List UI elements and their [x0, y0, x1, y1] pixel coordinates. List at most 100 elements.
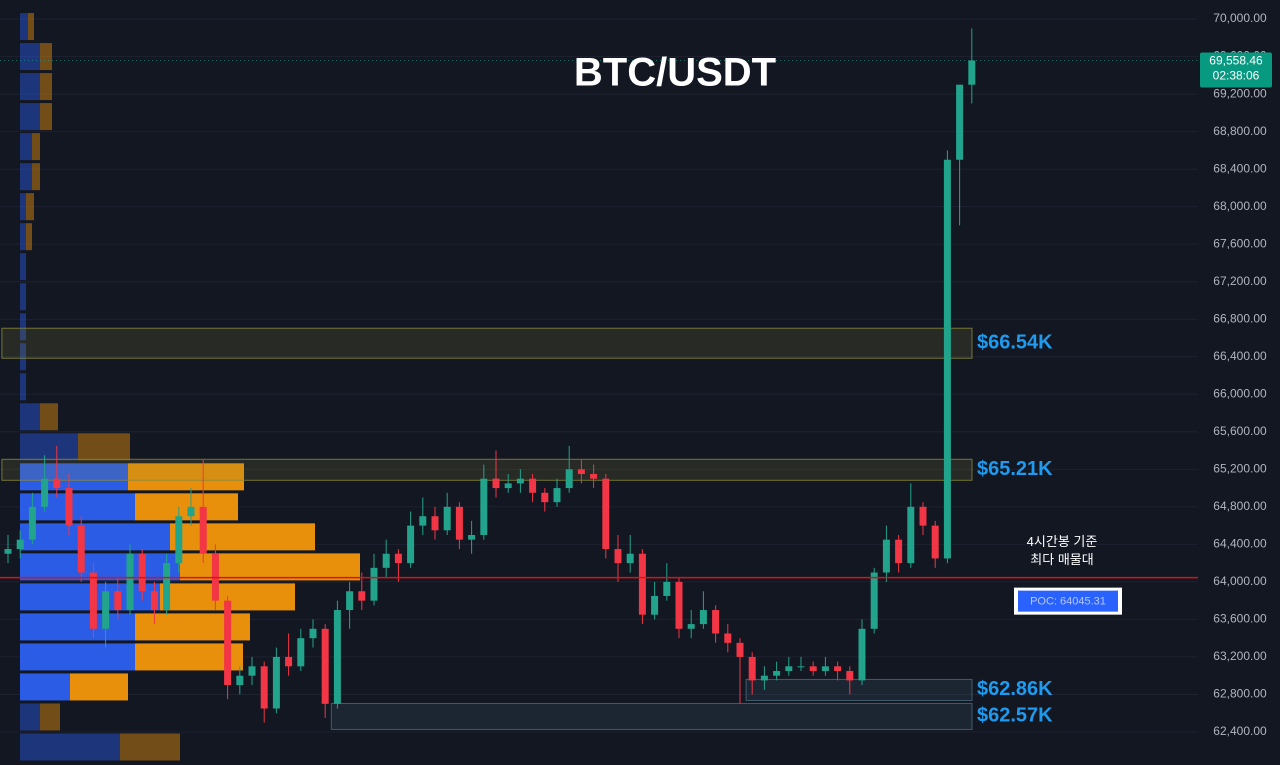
candle-body [663, 581, 671, 596]
profile-sell [40, 73, 52, 101]
candle-body [773, 671, 781, 676]
candle-body [687, 624, 695, 629]
candle-body [480, 478, 488, 535]
y-tick-label: 66,800.00 [1213, 311, 1267, 325]
y-tick-label: 63,600.00 [1213, 612, 1267, 626]
candle-body [626, 553, 634, 564]
y-tick-label: 64,800.00 [1213, 499, 1267, 513]
y-tick-label: 69,200.00 [1213, 86, 1267, 100]
candle-body [553, 488, 561, 503]
zone [745, 678, 973, 701]
profile-buy [20, 193, 26, 221]
candle-body [468, 534, 476, 540]
profile-sell [120, 733, 180, 761]
candle-body [541, 492, 549, 503]
zone [1, 327, 973, 359]
candle-body [504, 483, 512, 489]
candle-body [89, 572, 97, 629]
candle-body [870, 572, 878, 629]
profile-buy [20, 703, 40, 731]
profile-buy [20, 253, 26, 281]
candle-body [333, 610, 341, 704]
profile-buy [20, 73, 40, 101]
candle-body [370, 567, 378, 601]
candle-body [248, 666, 256, 676]
profile-sell [135, 613, 250, 641]
profile-sell [40, 43, 52, 71]
zone-label: $65.21K [977, 458, 1053, 480]
profile-sell [180, 553, 360, 581]
poc-label: POC: 64045.31 [1030, 596, 1106, 608]
candle-body [785, 666, 793, 672]
candle-body [346, 591, 354, 611]
poc-box-inner [1018, 590, 1118, 612]
candle-body [699, 610, 707, 625]
profile-sell [26, 193, 34, 221]
profile-sell [78, 433, 130, 461]
candle-body [516, 478, 524, 484]
candle-body [968, 60, 976, 85]
candle-body [199, 506, 207, 554]
y-tick-label: 62,400.00 [1213, 724, 1267, 738]
candle-body [431, 516, 439, 531]
profile-sell [28, 13, 34, 41]
candle-body [394, 553, 402, 564]
profile-buy [20, 223, 26, 251]
candle-body [297, 638, 305, 667]
candle-body [882, 539, 890, 573]
candle-body [931, 525, 939, 559]
profile-buy [20, 373, 26, 401]
zones: $66.54K $65.21K $62.86K $62.57K [1, 327, 1053, 730]
annotation: 4시간봉 기준 [1027, 534, 1098, 549]
profile-sell [70, 673, 128, 701]
candle-body [821, 666, 829, 672]
y-tick-label: 68,800.00 [1213, 124, 1267, 138]
candle-body [16, 539, 24, 550]
candle-body [492, 478, 500, 489]
profile-buy [20, 433, 78, 461]
candle-body [358, 591, 366, 601]
candle-body [65, 488, 73, 526]
candle-body [809, 666, 817, 672]
candle-body [736, 642, 744, 657]
candle-body [114, 591, 122, 611]
candle-body [309, 628, 317, 639]
y-tick-label: 65,200.00 [1213, 461, 1267, 475]
y-tick-label: 68,400.00 [1213, 161, 1267, 175]
candle-body [53, 478, 61, 489]
candle-body [236, 675, 244, 686]
candle-body [846, 671, 854, 681]
profile-buy [20, 463, 128, 491]
y-tick-label: 64,000.00 [1213, 574, 1267, 588]
candle-body [272, 656, 280, 709]
zone-label: $66.54K [977, 332, 1053, 354]
profile-buy [20, 283, 26, 311]
profile-sell [170, 523, 315, 551]
y-tick-label: 67,600.00 [1213, 236, 1267, 250]
last-price-box [1200, 52, 1272, 88]
candle-body [943, 159, 951, 559]
profile-buy [20, 643, 135, 671]
candle-body [675, 581, 683, 629]
candle-body [724, 633, 732, 643]
y-tick-label: 64,400.00 [1213, 537, 1267, 551]
candle-body [858, 628, 866, 681]
y-tick-label: 68,000.00 [1213, 199, 1267, 213]
candle-body [614, 549, 622, 564]
candle-body [175, 516, 183, 564]
profile-sell [40, 703, 60, 731]
last-price-label: 69,558.46 [1209, 54, 1263, 68]
y-tick-label: 66,000.00 [1213, 386, 1267, 400]
candle-body [577, 469, 585, 475]
candle-body [321, 628, 329, 704]
candle-body [126, 553, 134, 611]
countdown: 02:38:06 [1213, 69, 1260, 83]
candle-body [187, 506, 195, 517]
y-tick-label: 66,400.00 [1213, 349, 1267, 363]
profile-sell [32, 133, 40, 161]
candle-body [455, 506, 463, 540]
candle-body [285, 656, 293, 667]
profile-sell [128, 463, 244, 491]
candle-body [443, 506, 451, 531]
